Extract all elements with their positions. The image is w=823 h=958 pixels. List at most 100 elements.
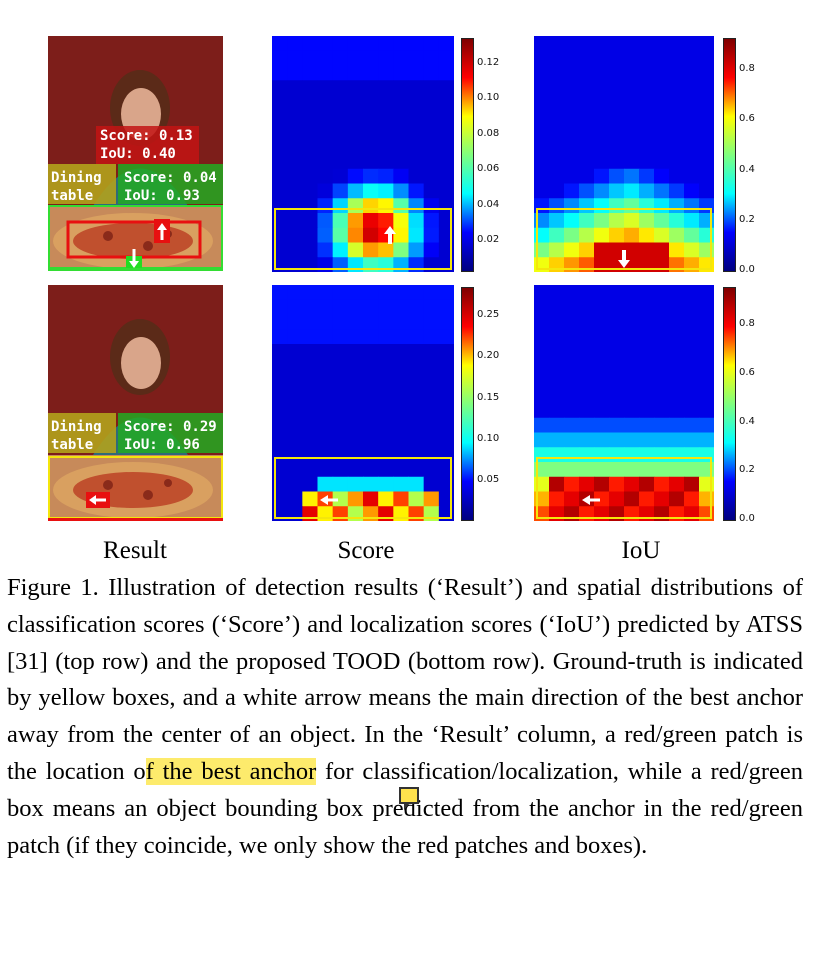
heatmap-cell	[317, 95, 334, 111]
heatmap-cell	[423, 476, 440, 492]
heatmap-cell	[287, 491, 303, 507]
heatmap-cell	[609, 285, 625, 301]
colorbar-tick-label: 0.2	[739, 464, 755, 476]
heatmap-cell	[594, 36, 610, 52]
heatmap-cell	[699, 65, 714, 81]
heatmap-cell	[624, 462, 640, 478]
heatmap-cell	[624, 344, 640, 360]
heatmap-cell	[669, 168, 685, 184]
heatmap-cell	[272, 183, 288, 199]
heatmap-cell	[594, 242, 610, 258]
heatmap-cell	[423, 242, 440, 258]
heatmap-cell	[393, 154, 409, 170]
score-colorbar-bottom	[461, 287, 474, 521]
heatmap-cell	[579, 358, 595, 374]
heatmap-cell	[594, 476, 610, 492]
heatmap-cell	[564, 242, 580, 258]
heatmap-cell	[654, 299, 670, 315]
heatmap-cell	[347, 373, 364, 389]
heatmap-cell	[363, 462, 379, 478]
heatmap-cell	[624, 50, 640, 66]
heatmap-cell	[423, 344, 440, 360]
colorbar-tick-label: 0.4	[739, 415, 755, 427]
heatmap-cell	[393, 183, 409, 199]
heatmap-cell	[684, 432, 700, 448]
heatmap-cell	[669, 432, 685, 448]
heatmap-cell	[669, 285, 685, 301]
heatmap-cell	[699, 403, 714, 419]
heatmap-cell	[639, 285, 655, 301]
heatmap-cell	[609, 299, 625, 315]
heatmap-cell	[363, 388, 379, 404]
heatmap-cell	[287, 154, 303, 170]
heatmap-cell	[287, 124, 303, 140]
heatmap-cell	[363, 154, 379, 170]
colorbar-tick-label: 0.04	[477, 198, 500, 210]
heatmap-cell	[408, 314, 425, 330]
heatmap-cell	[549, 462, 565, 478]
table-name-label-2: table	[51, 188, 94, 204]
heatmap-cell	[639, 124, 655, 140]
heatmap-cell	[423, 403, 440, 419]
annotation-note-icon[interactable]	[399, 787, 419, 810]
heatmap-cell	[408, 476, 425, 492]
heatmap-cell	[423, 432, 440, 448]
heatmap-cell	[594, 285, 610, 301]
heatmap-cell	[302, 36, 318, 52]
heatmap-cell	[408, 65, 425, 81]
heatmap-cell	[378, 462, 394, 478]
heatmap-cell	[609, 109, 625, 125]
heatmap-cell	[363, 65, 379, 81]
caption-highlight[interactable]: f the best anchor	[145, 757, 317, 785]
heatmap-cell	[317, 242, 334, 258]
heatmap-cell	[669, 139, 685, 155]
heatmap-cell	[272, 373, 288, 389]
heatmap-cell	[534, 373, 550, 389]
heatmap-cell	[423, 168, 440, 184]
heatmap-cell	[287, 50, 303, 66]
heatmap-cell	[624, 154, 640, 170]
heatmap-cell	[393, 462, 409, 478]
heatmap-cell	[287, 285, 303, 301]
heatmap-cell	[594, 314, 610, 330]
heatmap-cell	[549, 227, 565, 243]
heatmap-cell	[408, 344, 425, 360]
heatmap-cell	[549, 139, 565, 155]
heatmap-cell	[579, 50, 595, 66]
heatmap-cell	[287, 403, 303, 419]
heatmap-cell	[378, 403, 394, 419]
direction-arrow-icon	[582, 495, 600, 505]
heatmap-cell	[272, 329, 288, 345]
heatmap-cell	[669, 65, 685, 81]
heatmap-cell	[347, 388, 364, 404]
heatmap-cell	[639, 183, 655, 199]
heatmap-cell	[699, 358, 714, 374]
heatmap-cell	[423, 124, 440, 140]
heatmap-cell	[564, 358, 580, 374]
heatmap-cell	[332, 139, 349, 155]
heatmap-cell	[302, 213, 318, 229]
heatmap-cell	[594, 95, 610, 111]
heatmap-cell	[393, 329, 409, 345]
heatmap-cell	[317, 314, 334, 330]
heatmap-cell	[669, 462, 685, 478]
heatmap-cell	[363, 36, 379, 52]
heatmap-cell	[579, 388, 595, 404]
heatmap-cell	[287, 183, 303, 199]
heatmap-cell	[393, 139, 409, 155]
heatmap-cell	[363, 139, 379, 155]
heatmap-cell	[408, 373, 425, 389]
heatmap-cell	[549, 213, 565, 229]
heatmap-cell	[393, 299, 409, 315]
heatmap-cell	[549, 124, 565, 140]
heatmap-cell	[699, 373, 714, 389]
heatmap-cell	[332, 491, 349, 507]
heatmap-cell	[438, 432, 454, 448]
heatmap-cell	[408, 213, 425, 229]
result-photo-top	[48, 36, 223, 271]
heatmap-cell	[684, 139, 700, 155]
heatmap-cell	[609, 227, 625, 243]
heatmap-cell	[302, 242, 318, 258]
table-name-label-2: table	[51, 437, 94, 453]
heatmap-cell	[438, 154, 454, 170]
